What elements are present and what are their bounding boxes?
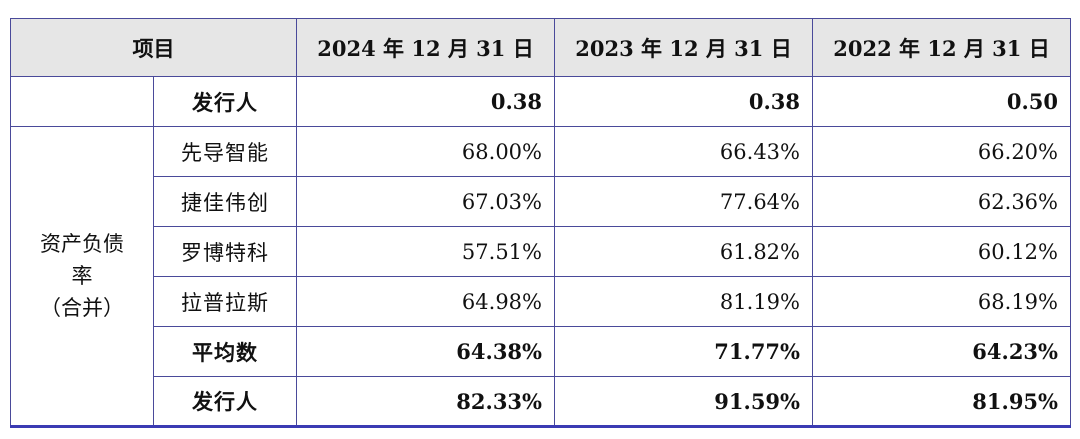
table-row: 发行人 0.38 0.38 0.50 xyxy=(10,76,1071,127)
group-label-debt-ratio: 资产负债 率 （合并） xyxy=(10,126,154,427)
value-2022: 66.20% xyxy=(812,126,1071,177)
value-2023: 71.77% xyxy=(554,326,813,377)
value-2023: 81.19% xyxy=(554,276,813,327)
group-label-line: 资产负债 xyxy=(40,232,124,256)
value-2024: 64.38% xyxy=(296,326,555,377)
value-2022: 68.19% xyxy=(812,276,1071,327)
row-name: 发行人 xyxy=(153,376,297,427)
header-item: 项目 xyxy=(10,18,297,77)
value-2022: 62.36% xyxy=(812,176,1071,227)
row-name: 捷佳伟创 xyxy=(153,176,297,227)
value-2022: 64.23% xyxy=(812,326,1071,377)
value-2024: 67.03% xyxy=(296,176,555,227)
value-2022: 81.95% xyxy=(812,376,1071,427)
value-2024: 57.51% xyxy=(296,226,555,277)
value-2023: 66.43% xyxy=(554,126,813,177)
financial-table: 项目 2024 年 12 月 31 日 2023 年 12 月 31 日 202… xyxy=(10,18,1071,428)
table-row: 资产负债 率 （合并） 先导智能 68.00% 66.43% 66.20% xyxy=(10,126,1071,427)
table-row: 拉普拉斯 64.98% 81.19% 68.19% xyxy=(11,276,1071,327)
header-2022: 2022 年 12 月 31 日 xyxy=(812,18,1071,77)
table-row: 罗博特科 57.51% 61.82% 60.12% xyxy=(11,226,1071,277)
table-row: 平均数 64.38% 71.77% 64.23% xyxy=(11,326,1071,377)
value-2022: 0.50 xyxy=(812,76,1071,127)
value-2023: 91.59% xyxy=(554,376,813,427)
header-2024: 2024 年 12 月 31 日 xyxy=(296,18,555,77)
row-name: 先导智能 xyxy=(153,126,297,177)
group-label-line: （合并） xyxy=(40,296,124,320)
value-2022: 60.12% xyxy=(812,226,1071,277)
value-2024: 68.00% xyxy=(296,126,555,177)
row-name: 平均数 xyxy=(153,326,297,377)
empty-group-cell xyxy=(10,76,154,127)
row-name: 发行人 xyxy=(153,76,297,127)
value-2024: 82.33% xyxy=(296,376,555,427)
header-2023: 2023 年 12 月 31 日 xyxy=(554,18,813,77)
value-2023: 77.64% xyxy=(554,176,813,227)
table-row: 发行人 82.33% 91.59% 81.95% xyxy=(11,376,1071,427)
value-2023: 0.38 xyxy=(554,76,813,127)
row-name: 拉普拉斯 xyxy=(153,276,297,327)
value-2023: 61.82% xyxy=(554,226,813,277)
group-label-line: 率 xyxy=(71,264,93,288)
header-row: 项目 2024 年 12 月 31 日 2023 年 12 月 31 日 202… xyxy=(10,18,1071,77)
row-name: 罗博特科 xyxy=(153,226,297,277)
table-row: 捷佳伟创 67.03% 77.64% 62.36% xyxy=(11,176,1071,227)
value-2024: 0.38 xyxy=(296,76,555,127)
value-2024: 64.98% xyxy=(296,276,555,327)
